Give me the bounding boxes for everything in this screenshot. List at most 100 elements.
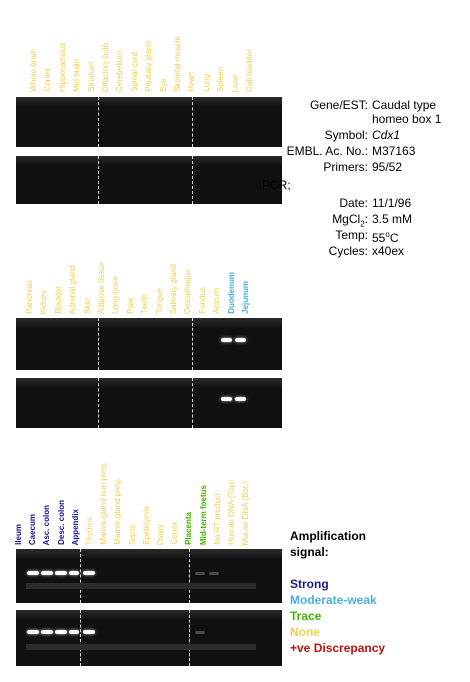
lane-label: Skin xyxy=(82,298,92,314)
band-asc-colon xyxy=(55,571,67,575)
band-desc-colon xyxy=(69,630,79,634)
gene-value-line1: Caudal type xyxy=(372,98,437,112)
gel-panel2-top xyxy=(16,318,282,370)
lane-label: Adrenal gland xyxy=(68,264,78,314)
band-appendix xyxy=(83,571,95,575)
lane-label: Asc. colon xyxy=(42,504,52,545)
band-caecum xyxy=(41,630,53,634)
band-jejunum xyxy=(235,338,246,342)
lane-label: Caecum xyxy=(28,513,38,545)
amplification-legend: Amplification signal: Strong Moderate-we… xyxy=(290,528,385,656)
lane-label: Salivary gland xyxy=(169,263,178,314)
pcr-key: PCR; xyxy=(262,178,291,192)
band-duodenum xyxy=(221,397,232,401)
lane-label: Heart xyxy=(187,72,197,92)
embl-value: M37163 xyxy=(372,144,416,158)
band-duodenum xyxy=(221,338,232,342)
lane-label: Mamm.gland non-preg. xyxy=(99,462,109,545)
lane-label: Jejunum xyxy=(241,281,250,314)
primers-value: 95/52 xyxy=(372,160,403,174)
gene-key: Gene/EST: xyxy=(309,98,368,112)
lane-label: Testis xyxy=(127,524,137,545)
lane-label: Appendix xyxy=(70,508,80,545)
lane-label: Teeth xyxy=(140,294,150,314)
lane-label: Skeletal muscle xyxy=(173,35,182,92)
lane-label: Oesophagus xyxy=(183,268,193,314)
lane-label: Cerebellum xyxy=(115,51,125,92)
lane-label: Ileum xyxy=(14,524,23,545)
legend-discrepancy: +ve Discrepancy xyxy=(290,641,386,655)
date-key: Date: xyxy=(339,196,368,210)
lane-label: Mid-term foetus xyxy=(198,485,208,545)
lane-label: Pancreas xyxy=(25,280,34,314)
band-placenta xyxy=(195,631,205,634)
lane-label: Gall bladder xyxy=(245,48,254,92)
lane-label: Mamm.gland preg. xyxy=(113,478,123,545)
lane-label: Antrum xyxy=(212,288,222,314)
lane-label: Adipose tissue xyxy=(97,261,106,314)
lane-label: Cortex xyxy=(43,68,53,92)
lane-label: Mid brain xyxy=(72,59,82,92)
cycles-key: Cycles: xyxy=(328,244,368,258)
lane-label: Paw xyxy=(125,298,135,314)
gel-panel3-top xyxy=(16,549,282,603)
lane-label: Human DNA (Top) xyxy=(227,480,236,545)
band-appendix xyxy=(83,630,95,634)
lane-label: Hippocampus xyxy=(57,43,67,92)
lane-label: Epididymis xyxy=(141,506,151,545)
lane-label: Duodenum xyxy=(226,272,236,314)
gel-panel1-top xyxy=(16,97,282,147)
lane-label: Fundus xyxy=(197,287,207,314)
symbol-key: Symbol: xyxy=(324,128,368,142)
lane-label: Pituitary gland xyxy=(144,41,154,92)
gel-panel2-bottom xyxy=(16,378,282,428)
primer-smear xyxy=(26,583,256,589)
lane-label: Mouse DNA (Bot.) xyxy=(241,480,251,545)
symbol-value: Cdx1 xyxy=(372,128,401,142)
embl-key: EMBL. Ac. No.: xyxy=(286,144,368,158)
lane-label: Spleen xyxy=(216,67,226,92)
lane-label: Olfactory bulb xyxy=(101,42,110,92)
primers-key: Primers: xyxy=(323,160,368,174)
band-ileum xyxy=(27,571,39,575)
legend-title-1: Amplification xyxy=(290,529,367,543)
gel-panel1-bottom xyxy=(16,156,282,204)
mgcl-value: 3.5 mM xyxy=(372,212,413,226)
lane-label: Long bone xyxy=(111,276,121,314)
lane-label: Ovary xyxy=(156,523,165,545)
legend-strong: Strong xyxy=(290,577,329,591)
lane-label: Liver xyxy=(230,74,240,92)
lane-label: Eye xyxy=(158,78,168,92)
band-jejunum xyxy=(235,397,246,401)
band-mid-term-foetus xyxy=(209,572,219,575)
mgcl-key: MgCl2: xyxy=(332,212,368,229)
cycles-value: x40ex xyxy=(372,244,405,258)
lane-label: Lung xyxy=(201,74,211,92)
temp-key: Temp: xyxy=(335,228,368,242)
lane-label: Kidney xyxy=(39,289,49,314)
legend-title-2: signal: xyxy=(290,545,329,559)
temp-value: 55oC xyxy=(372,230,399,245)
gel-panel3-bottom xyxy=(16,610,282,666)
band-ileum xyxy=(27,630,39,634)
lane-label: Placenta xyxy=(184,512,194,545)
lane-label: No RT product xyxy=(212,493,222,545)
lane-label: Whole brain xyxy=(29,49,38,92)
legend-trace: Trace xyxy=(290,609,322,623)
band-placenta xyxy=(195,572,205,575)
legend-none: None xyxy=(290,625,320,639)
lane-label: Desc. colon xyxy=(56,500,66,545)
lane-label: Bladder xyxy=(53,286,63,314)
band-asc-colon xyxy=(55,630,67,634)
primer-smear xyxy=(26,644,256,650)
date-value: 11/1/96 xyxy=(372,196,412,210)
lane-label: Cervix xyxy=(170,522,180,545)
band-caecum xyxy=(41,571,53,575)
lane-label: Tongue xyxy=(154,287,164,314)
lane-label: Striatum xyxy=(86,62,96,92)
lane-label: Spinal cord xyxy=(129,51,139,92)
band-desc-colon xyxy=(69,571,79,575)
lane-label: Thymus xyxy=(85,516,94,545)
legend-moderate-weak: Moderate-weak xyxy=(290,593,377,607)
gene-value-line2: homeo box 1 xyxy=(372,112,442,126)
